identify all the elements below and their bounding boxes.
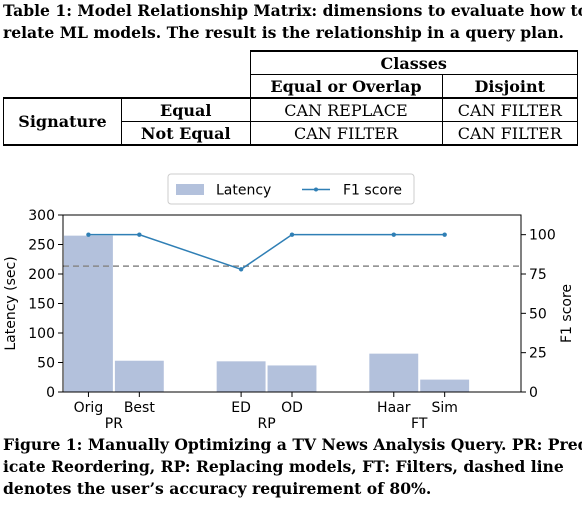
y2-tick-label: 25 — [529, 346, 547, 362]
legend-f1-label: F1 score — [343, 183, 402, 199]
f1-score-point — [391, 232, 396, 237]
latency-bar — [216, 361, 266, 392]
table-caption-line: Table 1: Model Relationship Matrix: dime… — [3, 1, 582, 20]
f1-score-point — [86, 232, 91, 237]
table-caption-line: relate ML models. The result is the rela… — [3, 23, 564, 42]
y-tick-label: 0 — [46, 385, 55, 401]
f1-score-point — [238, 267, 244, 272]
legend-latency-label: Latency — [216, 183, 271, 199]
legend-f1-swatch-dot — [314, 187, 318, 192]
figure-caption-line: denotes the user’s accuracy requirement … — [3, 479, 432, 498]
legend-latency-swatch — [176, 184, 204, 195]
legend-frame — [167, 173, 415, 205]
x-tick-label: Orig — [74, 400, 104, 416]
x-tick-label: OD — [281, 400, 303, 416]
x-tick-label: Haar — [377, 400, 411, 416]
latency-bars — [64, 235, 470, 392]
latency-axis: 0 50 100 150 200 250 300 — [28, 208, 63, 401]
f1-score-point — [442, 232, 447, 237]
y-tick-label: 250 — [28, 238, 55, 254]
latency-bar — [64, 235, 113, 392]
figure-caption-line: Figure 1: Manually Optimizing a TV News … — [3, 435, 582, 454]
f1-score-point — [137, 232, 142, 237]
latency-f1-chart: Latency F1 score 0 50 100 150 200 250 300 0 25 5… — [3, 173, 575, 432]
latency-axis-label: Latency (sec) — [3, 256, 19, 350]
y2-tick-label: 100 — [529, 228, 556, 244]
y-tick-label: 50 — [37, 356, 55, 372]
figure-caption-line: icate Reordering, RP: Replacing models, … — [3, 457, 564, 476]
table-cell: CAN FILTER — [250, 121, 443, 146]
latency-bar — [420, 379, 470, 392]
table-cell: CAN REPLACE — [250, 98, 443, 122]
col-header-disjoint: Disjoint — [442, 74, 578, 99]
y-tick-label: 300 — [28, 208, 55, 224]
figure-caption: Figure 1: Manually Optimizing a TV News … — [3, 434, 582, 500]
latency-bar — [267, 365, 317, 392]
row-label-equal: Equal — [121, 97, 251, 122]
table-cell: CAN FILTER — [442, 121, 578, 146]
row-group-signature: Signature — [3, 97, 122, 146]
f1-axis: 0 25 50 75 100 — [521, 228, 556, 401]
x-tick-label: ED — [231, 400, 251, 416]
y-tick-label: 100 — [28, 326, 55, 342]
table-cell: CAN FILTER — [442, 98, 578, 122]
latency-bar — [114, 360, 164, 392]
category-axis: Orig Best ED OD Haar Sim PR RP FT — [74, 392, 458, 432]
x-tick-label: Best — [124, 400, 156, 416]
classes-header: Classes — [249, 50, 578, 75]
f1-score-point — [289, 232, 295, 237]
latency-bar — [369, 353, 419, 392]
y-tick-label: 150 — [28, 297, 55, 313]
y2-tick-label: 0 — [529, 385, 538, 401]
f1-score-line — [88, 233, 445, 271]
f1-score-series — [86, 232, 447, 272]
table-caption: Table 1: Model Relationship Matrix: dime… — [3, 0, 582, 44]
row-label-not-equal: Not Equal — [121, 121, 251, 146]
group-label: PR — [105, 416, 123, 432]
legend: Latency F1 score — [167, 173, 415, 205]
group-label: RP — [257, 416, 275, 432]
y2-tick-label: 75 — [529, 267, 547, 283]
f1-axis-label: F1 score — [559, 284, 575, 343]
col-header-equal-or-overlap: Equal or Overlap — [249, 74, 443, 99]
x-tick-label: Sim — [431, 400, 457, 416]
relationship-matrix-table: Classes Equal or Overlap Disjoint Signat… — [3, 50, 578, 146]
group-label: FT — [411, 416, 428, 432]
y2-tick-label: 50 — [529, 306, 547, 322]
y-tick-label: 200 — [28, 267, 55, 283]
